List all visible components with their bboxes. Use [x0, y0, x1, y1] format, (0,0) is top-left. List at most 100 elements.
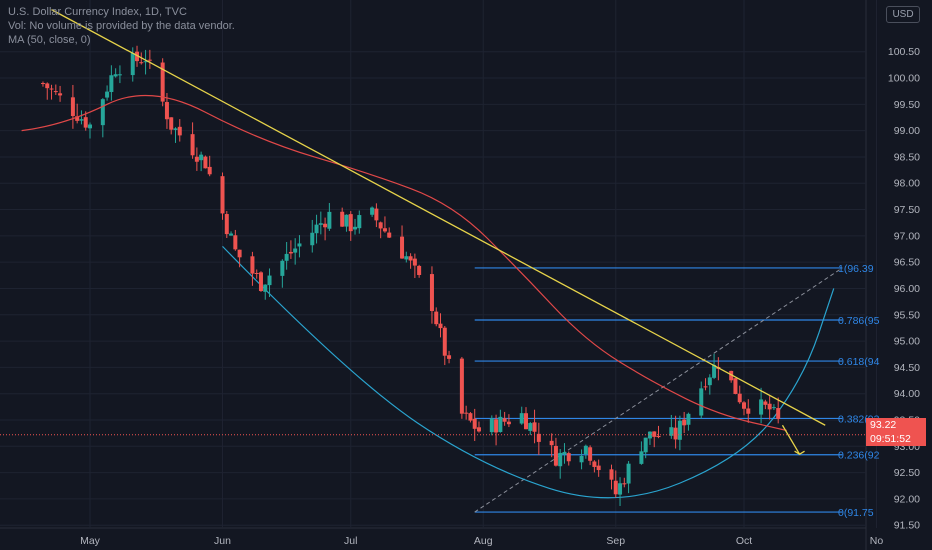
candle-body [58, 93, 63, 96]
y-tick-label: 96.00 [894, 283, 920, 295]
candle-body [532, 422, 537, 432]
candle-body [703, 386, 708, 388]
candle-body [169, 117, 174, 130]
y-tick-label: 99.50 [894, 99, 920, 111]
projection-arrowhead [794, 450, 805, 455]
fib-level-label: 0.618(94 [838, 356, 880, 368]
candle-body [83, 117, 88, 128]
candle-body [746, 408, 751, 414]
y-tick-label: 92.00 [894, 493, 920, 505]
candle-body [318, 223, 323, 225]
candle-body [113, 74, 118, 77]
y-tick-label: 95.00 [894, 336, 920, 348]
x-tick-label: Aug [474, 535, 493, 547]
fib-level-label: 1(96.39 [838, 263, 874, 275]
candle-body [323, 223, 328, 228]
y-tick-label: 94.00 [894, 388, 920, 400]
candle-body [579, 455, 584, 463]
candle-body [190, 134, 195, 156]
cup-arc [222, 245, 835, 499]
candle-body [408, 256, 413, 261]
y-tick-label: 98.00 [894, 178, 920, 190]
x-tick-label: May [80, 535, 101, 547]
candle-body [519, 413, 524, 424]
candle-body [340, 211, 345, 227]
candle-body [203, 156, 208, 169]
candle-body [412, 258, 417, 266]
candle-body [643, 437, 648, 453]
candle-body [220, 176, 225, 214]
candle-body [682, 419, 687, 426]
candle-body [442, 327, 447, 356]
candle-body [258, 272, 263, 291]
candle-body [553, 445, 558, 466]
candle-body [459, 358, 464, 414]
candle-body [733, 378, 738, 394]
y-tick-label: 94.50 [894, 362, 920, 374]
candle-body [194, 156, 199, 162]
candle-body [609, 469, 614, 480]
candle-body [387, 232, 392, 238]
candle-body [699, 388, 704, 416]
candle-body [79, 119, 84, 121]
candle-body [100, 99, 105, 126]
candle-body [618, 483, 623, 495]
x-tick-label: Sep [606, 535, 625, 547]
candle-body [135, 51, 140, 62]
candle-body [400, 236, 405, 259]
candle-body [284, 253, 289, 261]
x-tick-label: Jun [214, 535, 231, 547]
candle-body [729, 370, 734, 381]
candle-body [229, 233, 234, 236]
fib-level-label: 0.236(92 [838, 450, 880, 462]
candle-body [652, 431, 657, 437]
candle-body [105, 91, 110, 98]
candle-body [677, 420, 682, 440]
candle-body [288, 251, 293, 254]
candle-body [707, 377, 712, 386]
candle-body [370, 207, 375, 215]
candle-body [639, 451, 644, 464]
y-tick-label: 92.50 [894, 467, 920, 479]
y-tick-label: 97.50 [894, 204, 920, 216]
ma-legend[interactable]: MA (50, close, 0) [8, 34, 91, 46]
descending-trendline [51, 9, 826, 426]
candle-body [143, 61, 148, 63]
last-price-tag: 93.22 [866, 418, 926, 432]
x-tick-label: Jul [344, 535, 357, 547]
candle-body [468, 413, 473, 421]
candle-body [613, 480, 618, 495]
candle-body [374, 208, 379, 221]
y-tick-label: 95.50 [894, 309, 920, 321]
currency-badge[interactable]: USD [886, 6, 920, 23]
candle-body [348, 214, 353, 232]
y-tick-label: 100.00 [888, 73, 920, 85]
ma50-line [21, 94, 787, 432]
candle-body [712, 364, 717, 378]
candle-body [656, 435, 661, 438]
candle-body [293, 248, 298, 253]
candle-body [464, 412, 469, 414]
candle-body [498, 416, 503, 432]
candle-body [489, 418, 494, 433]
candle-body [494, 419, 499, 433]
volume-note: Vol: No volume is provided by the data v… [8, 20, 235, 32]
y-tick-label: 98.50 [894, 151, 920, 163]
y-tick-label: 91.50 [894, 520, 920, 532]
candle-body [378, 222, 383, 229]
candle-body [647, 431, 652, 439]
candle-body [429, 274, 434, 311]
candle-body [263, 284, 268, 292]
candle-body [49, 88, 54, 90]
candle-body [737, 393, 742, 403]
candle-body [353, 226, 358, 230]
candle-body [147, 59, 152, 61]
candle-body [53, 91, 58, 93]
candle-body [596, 465, 601, 471]
candle-body [164, 102, 169, 120]
candle-body [75, 116, 80, 121]
y-tick-label: 99.00 [894, 125, 920, 137]
candle-body [759, 399, 764, 415]
candle-body [562, 452, 567, 455]
